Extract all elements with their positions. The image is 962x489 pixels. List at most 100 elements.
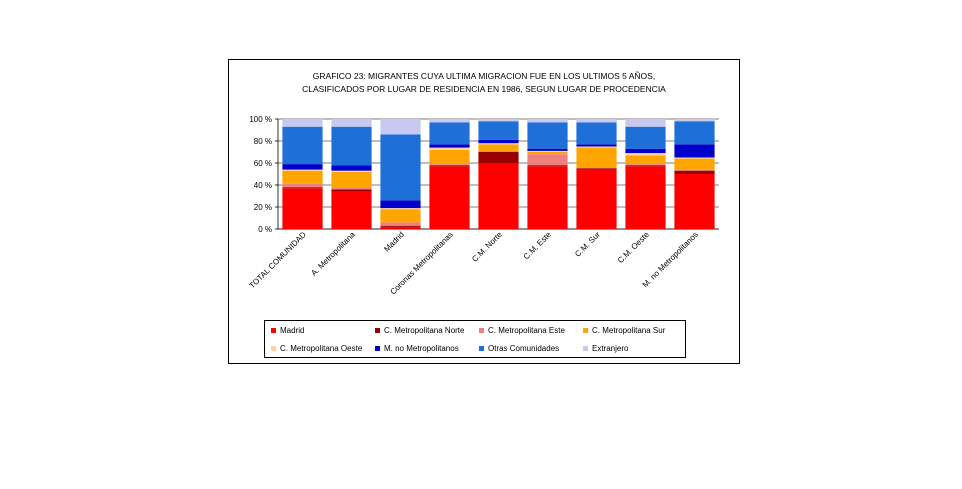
bar-segment: [576, 147, 617, 168]
y-tick-label: 20 %: [254, 203, 272, 212]
bar-segment: [282, 170, 323, 184]
bar-segment: [527, 166, 568, 229]
bar-segment: [674, 119, 715, 122]
legend-swatch: [583, 327, 588, 333]
bar-segment: [429, 149, 470, 165]
bar-segment: [625, 155, 666, 165]
chart-plot: 0 % 20 % 40 % 60 % 80 % 100 % TOTAL COMUNIDAD A…: [248, 115, 719, 296]
legend-label: C. Metropolitana Sur: [592, 325, 666, 335]
bar-segment: [331, 187, 372, 190]
chart-legend: Madrid C. Metropolitana Norte C. Metropoli…: [264, 320, 686, 358]
legend-swatch: [583, 345, 588, 351]
bar-segment: [674, 121, 715, 145]
bar-segment: [282, 164, 323, 170]
legend-item: C. Metropolitana Sur: [583, 323, 665, 337]
bar-segment: [527, 165, 568, 167]
legend-item: Otras Comunidades: [479, 341, 559, 355]
bar-segment: [380, 226, 421, 229]
legend-swatch: [271, 345, 276, 351]
bar-segment: [429, 147, 470, 150]
x-tick-label: C.M. Este: [522, 230, 554, 262]
bar-segment: [674, 170, 715, 174]
bar-segment: [478, 150, 519, 152]
bar-segment: [478, 152, 519, 163]
bar-segment: [429, 166, 470, 229]
bar-segment: [331, 119, 372, 127]
legend-item: M. no Metropolitanos: [375, 341, 459, 355]
bar-segment: [625, 164, 666, 166]
bar-segment: [625, 148, 666, 154]
bar-segment: [625, 153, 666, 156]
bar-segment: [282, 187, 323, 189]
bar-segment: [331, 126, 372, 166]
bar-segment: [380, 209, 421, 223]
bar-segment: [380, 208, 421, 210]
bar-segment: [380, 222, 421, 226]
bar-segment: [478, 163, 519, 229]
bar-segment: [527, 119, 568, 123]
bar-segment: [576, 167, 617, 169]
bar-segment: [331, 165, 372, 171]
bar-segment: [674, 144, 715, 158]
y-tick-label: 40 %: [254, 181, 272, 190]
chart-frame: GRAFICO 23: MIGRANTES CUYA ULTIMA MIGRAC…: [228, 59, 740, 364]
bar-segment: [527, 154, 568, 166]
bar-segment: [429, 165, 470, 167]
legend-item: C. Metropolitana Oeste: [271, 341, 362, 355]
x-tick-label: A. Metropolitana: [309, 230, 357, 278]
bar-segment: [380, 119, 421, 135]
bar-segment: [625, 166, 666, 229]
bar-segment: [625, 165, 666, 167]
bar-segment: [282, 183, 323, 188]
bar-segment: [576, 169, 617, 229]
bar-segment: [478, 144, 519, 151]
bar-segment: [429, 144, 470, 148]
bar-segment: [625, 119, 666, 127]
bar-segment: [527, 148, 568, 151]
bar-segment: [478, 139, 519, 144]
y-tick-label: 60 %: [254, 159, 272, 168]
legend-label: Extranjero: [592, 343, 629, 353]
legend-item: Madrid: [271, 323, 304, 337]
legend-label: C. Metropolitana Norte: [384, 325, 465, 335]
chart-title-line-2: CLASIFICADOS POR LUGAR DE RESIDENCIA EN …: [302, 84, 666, 94]
bar-segment: [282, 119, 323, 127]
bar-segment: [429, 164, 470, 166]
legend-item: Extranjero: [583, 341, 628, 355]
chart-title: GRAFICO 23: MIGRANTES CUYA ULTIMA MIGRAC…: [229, 70, 739, 96]
bar-segment: [576, 146, 617, 148]
bar-segment: [478, 119, 519, 122]
y-tick-label: 0 %: [258, 225, 272, 234]
bar-segment: [331, 170, 372, 172]
bar-segment: [282, 169, 323, 171]
x-tick-label: C.M. Oeste: [616, 230, 651, 265]
bar-segment: [576, 119, 617, 123]
bar-segment: [576, 144, 617, 147]
bar-segment: [527, 122, 568, 149]
bar-segment: [380, 134, 421, 201]
legend-item: C. Metropolitana Norte: [375, 323, 464, 337]
legend-item: C. Metropolitana Este: [479, 323, 565, 337]
chart-title-line-1: GRAFICO 23: MIGRANTES CUYA ULTIMA MIGRAC…: [312, 71, 656, 81]
bar-segment: [576, 168, 617, 170]
legend-label: C. Metropolitana Oeste: [280, 343, 363, 353]
legend-swatch: [375, 327, 380, 333]
legend-swatch: [271, 327, 276, 333]
legend-label: Otras Comunidades: [488, 343, 560, 353]
x-tick-label: Madrid: [382, 230, 406, 254]
legend-label: Madrid: [280, 325, 305, 335]
bar-segment: [674, 174, 715, 229]
bar-segment: [282, 188, 323, 229]
legend-swatch: [479, 327, 484, 333]
bar-segment: [527, 150, 568, 152]
bar-segment: [478, 121, 519, 140]
legend-swatch: [479, 345, 484, 351]
bar-segment: [429, 119, 470, 123]
bar-segment: [282, 126, 323, 165]
x-tick-label: M. no Metropolitanos: [641, 230, 700, 289]
x-tick-label: C.M. Sur: [573, 230, 602, 259]
y-tick-label: 80 %: [254, 137, 272, 146]
bar-segment: [380, 225, 421, 227]
bar-segment: [674, 158, 715, 170]
bar-segment: [331, 189, 372, 192]
